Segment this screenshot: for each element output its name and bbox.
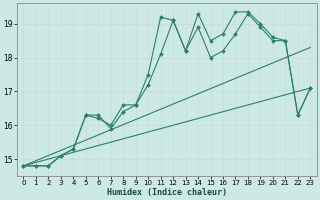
X-axis label: Humidex (Indice chaleur): Humidex (Indice chaleur) xyxy=(107,188,227,197)
